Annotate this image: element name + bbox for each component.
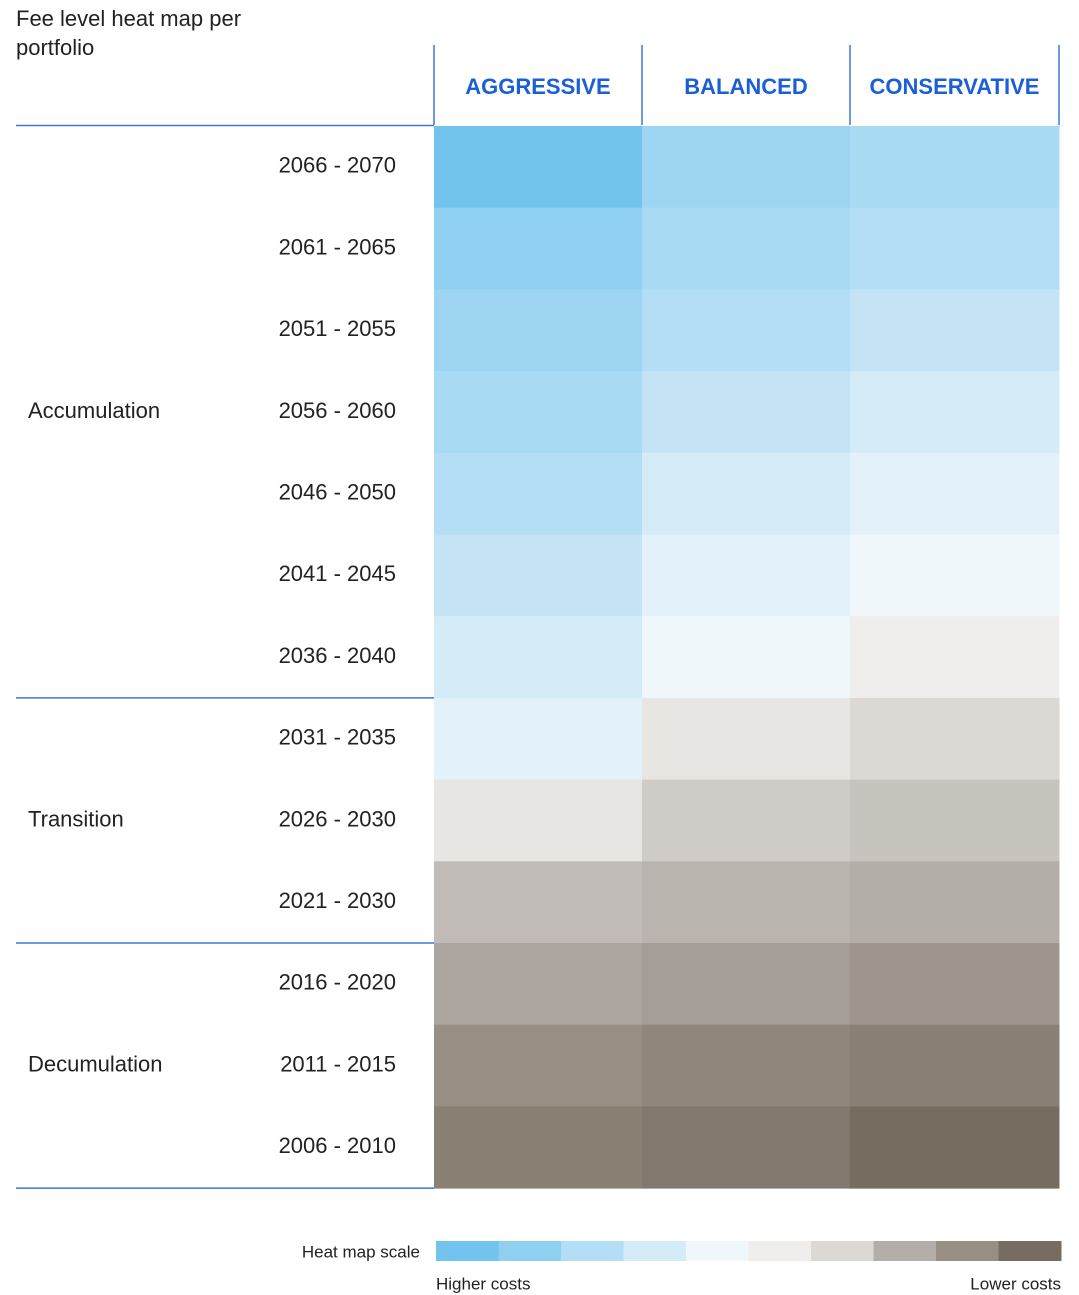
- heat-cell: [434, 697, 643, 781]
- heat-cell: [642, 697, 851, 781]
- heat-cell: [850, 1024, 1060, 1107]
- heat-cell: [642, 1024, 851, 1107]
- heat-cell: [850, 289, 1060, 372]
- row-label: 2026 - 2030: [279, 806, 396, 831]
- scale-swatch: [686, 1241, 749, 1261]
- heat-cell: [642, 207, 851, 290]
- row-label: 2041 - 2045: [279, 561, 396, 586]
- heat-cell: [850, 207, 1060, 290]
- heat-cell: [850, 452, 1060, 535]
- scale-swatch: [998, 1241, 1062, 1261]
- row-label: 2056 - 2060: [279, 398, 396, 423]
- heat-cell: [434, 371, 643, 454]
- heat-cell: [850, 616, 1060, 699]
- scale-swatch: [936, 1241, 999, 1261]
- heat-cell: [434, 1024, 643, 1107]
- heat-cell: [434, 1106, 643, 1189]
- heat-cell: [850, 861, 1060, 944]
- row-label: 2011 - 2015: [280, 1051, 396, 1076]
- heat-cell: [642, 371, 851, 454]
- heat-cell: [642, 534, 851, 617]
- column-header: BALANCED: [684, 74, 807, 99]
- heat-cell: [434, 289, 643, 372]
- heat-cell: [642, 861, 851, 944]
- heat-cell: [434, 126, 643, 209]
- row-label: 2061 - 2065: [279, 234, 396, 259]
- heat-cell: [434, 943, 643, 1026]
- scale-swatch: [498, 1241, 562, 1261]
- row-label: 2051 - 2055: [279, 316, 396, 341]
- row-label: 2006 - 2010: [279, 1133, 396, 1158]
- heat-cell: [850, 779, 1060, 862]
- scale-swatch: [623, 1241, 687, 1261]
- heat-cell: [642, 1106, 851, 1189]
- row-label: 2031 - 2035: [279, 725, 396, 750]
- column-header: AGGRESSIVE: [465, 74, 610, 99]
- heat-cell: [642, 126, 851, 209]
- heat-cell: [850, 697, 1060, 781]
- scale-swatch: [811, 1241, 874, 1261]
- heat-cell: [434, 861, 643, 944]
- heat-cell: [434, 534, 643, 617]
- heat-cell: [850, 943, 1060, 1026]
- scale-swatch: [873, 1241, 937, 1261]
- heat-cell: [850, 126, 1060, 209]
- heat-cell: [642, 616, 851, 699]
- scale-swatch: [748, 1241, 812, 1261]
- scale-high-label: Lower costs: [970, 1274, 1061, 1293]
- heat-cell: [642, 452, 851, 535]
- scale-low-label: Higher costs: [436, 1274, 530, 1293]
- scale-swatch: [561, 1241, 624, 1261]
- column-header: CONSERVATIVE: [870, 74, 1040, 99]
- row-label: 2036 - 2040: [279, 643, 396, 668]
- heat-cell: [434, 779, 643, 862]
- row-label: 2046 - 2050: [279, 479, 396, 504]
- heat-cell: [850, 534, 1060, 617]
- scale-swatch: [436, 1241, 499, 1261]
- group-label: Accumulation: [28, 398, 160, 423]
- heat-cell: [850, 371, 1060, 454]
- heat-cell: [642, 289, 851, 372]
- heat-cell: [434, 207, 643, 290]
- group-label: Decumulation: [28, 1051, 163, 1076]
- heat-cell: [434, 616, 643, 699]
- row-label: 2021 - 2030: [279, 888, 396, 913]
- heat-cell: [642, 779, 851, 862]
- group-label: Transition: [28, 806, 124, 831]
- row-label: 2016 - 2020: [279, 970, 396, 995]
- heat-cell: [642, 943, 851, 1026]
- heat-cell: [850, 1106, 1060, 1189]
- heat-cell: [434, 452, 643, 535]
- scale-label: Heat map scale: [302, 1242, 420, 1261]
- row-label: 2066 - 2070: [279, 153, 396, 178]
- title: Fee level heat map per portfolio: [16, 6, 242, 60]
